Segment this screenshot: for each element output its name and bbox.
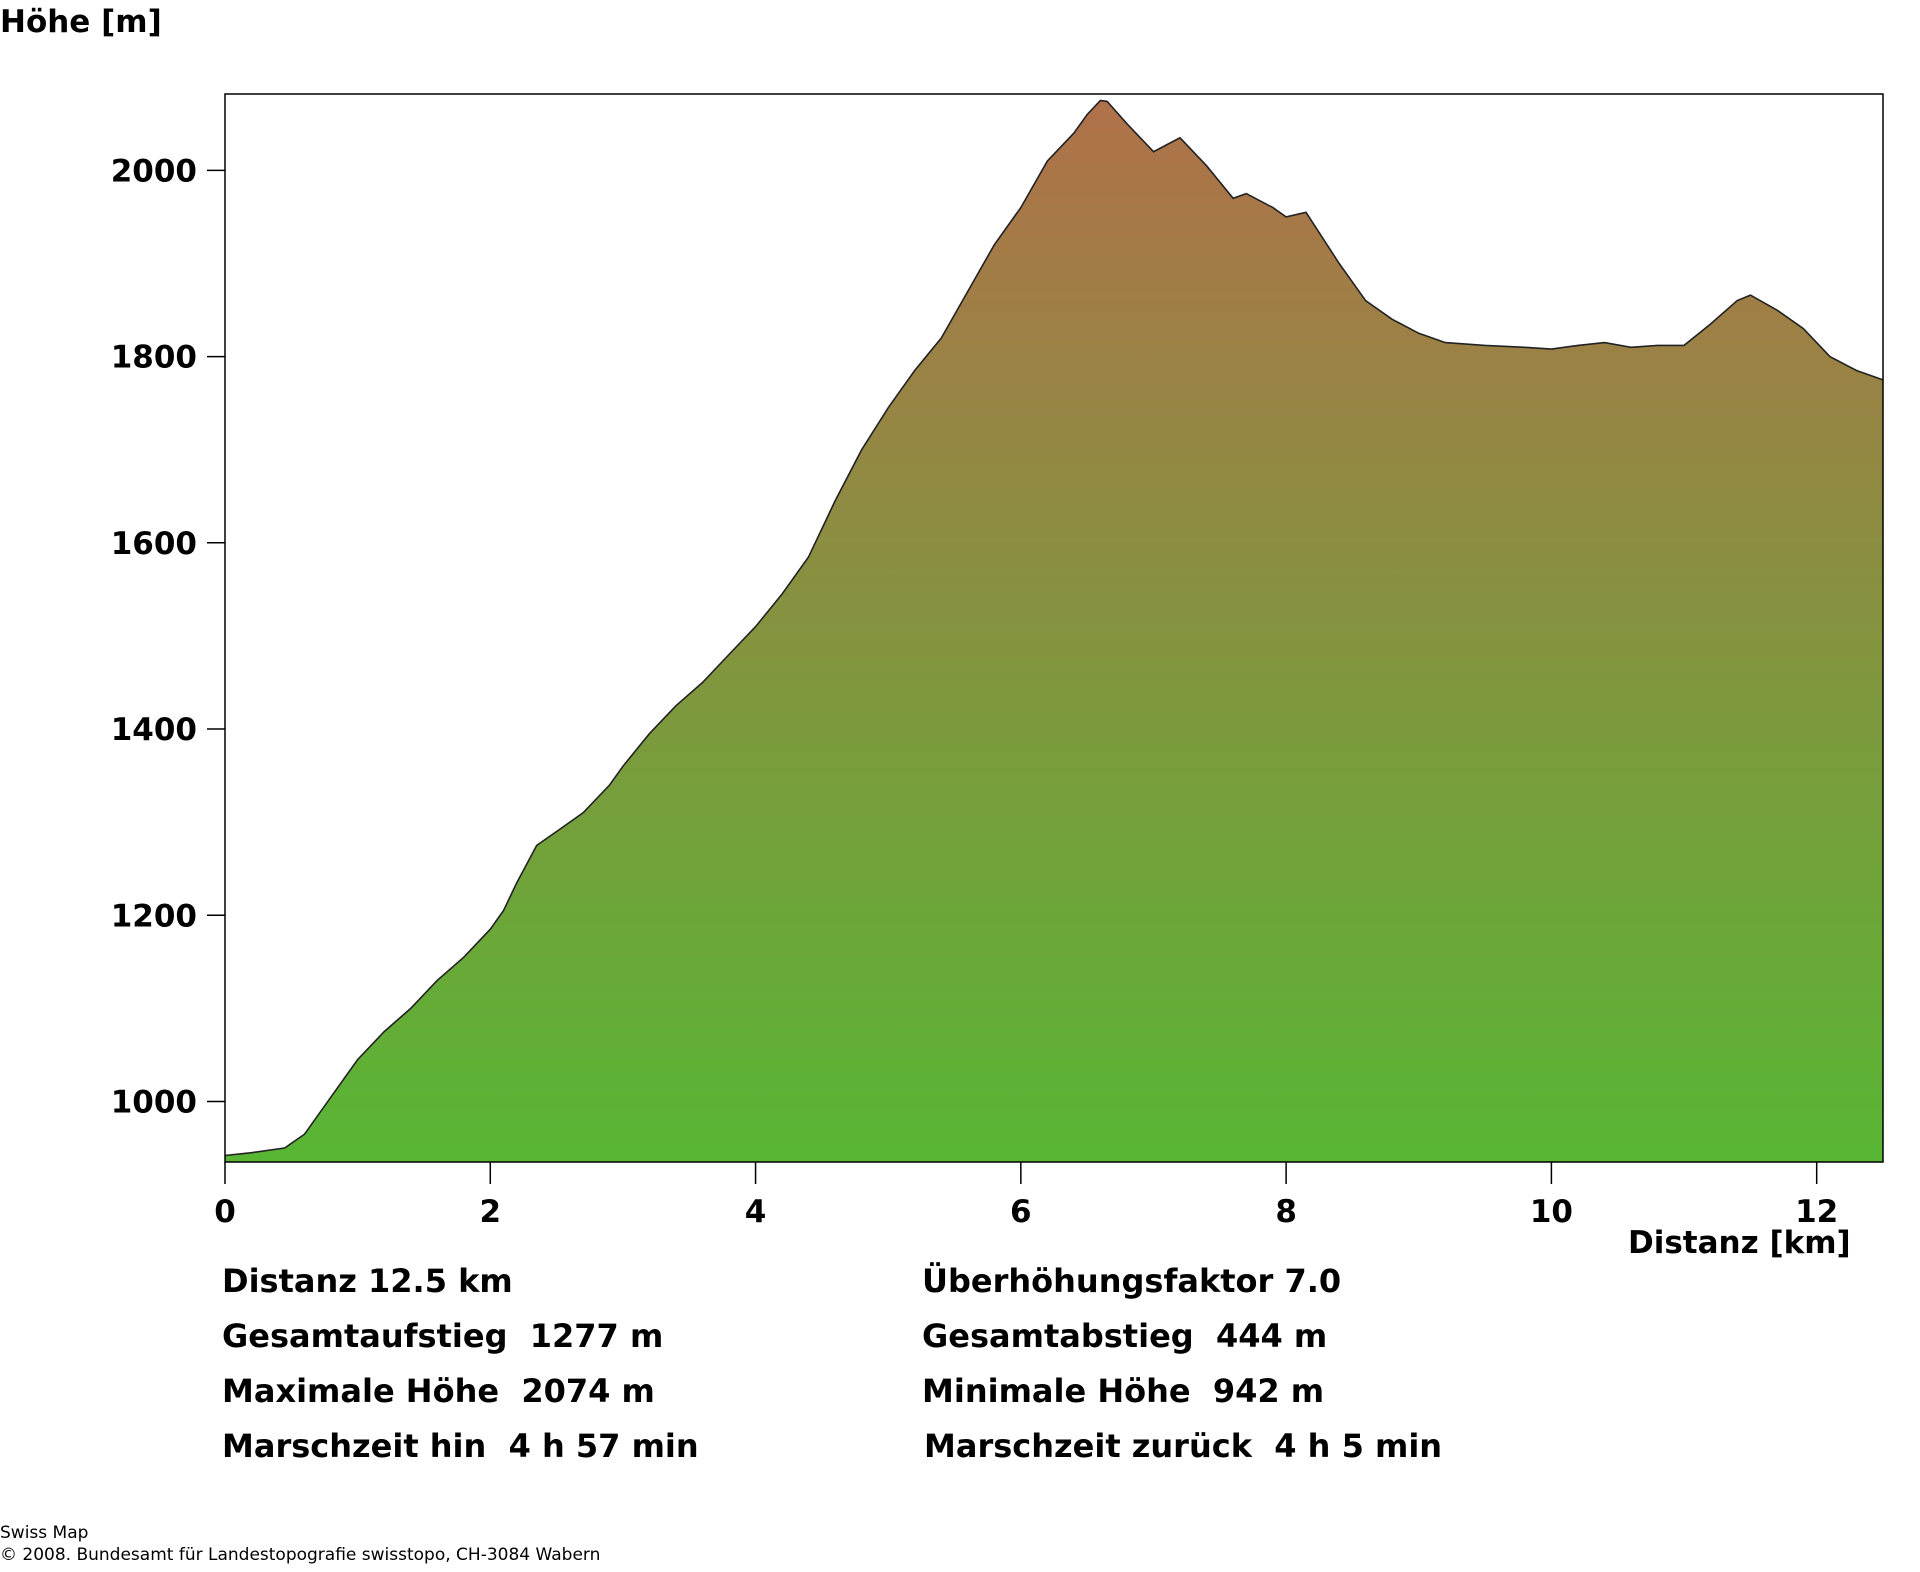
x-tick-label: 0 — [214, 1194, 236, 1230]
x-axis-title: Distanz [km] — [1628, 1225, 1851, 1261]
x-tick-label: 8 — [1275, 1194, 1297, 1230]
x-tick-label: 12 — [1795, 1194, 1838, 1230]
stat-total-ascent: Gesamtaufstieg 1277 m — [222, 1317, 664, 1355]
x-tick-label: 2 — [479, 1194, 501, 1230]
elevation-line — [224, 99, 1884, 1157]
stat-walk-time-there: Marschzeit hin 4 h 57 min — [222, 1427, 699, 1465]
y-tick-label: 2000 — [111, 153, 197, 189]
plot-frame — [224, 93, 1884, 1163]
footer-map-name: Swiss Map — [0, 1523, 89, 1543]
y-tick-label: 1800 — [111, 340, 197, 376]
stat-walk-time-back: Marschzeit zurück 4 h 5 min — [924, 1427, 1443, 1465]
x-tick-label: 4 — [745, 1194, 767, 1230]
y-axis-title: Höhe [m] — [0, 4, 162, 40]
footer-copyright: © 2008. Bundesamt für Landestopografie s… — [0, 1545, 601, 1565]
elevation-profile-chart: 1000 1200 1400 1600 1800 2000 0 2 4 6 8 10 12 — [111, 93, 1884, 1230]
x-tick-label: 10 — [1530, 1194, 1573, 1230]
y-tick-label: 1600 — [111, 526, 197, 562]
stat-exaggeration-factor: Überhöhungsfaktor 7.0 — [922, 1262, 1342, 1300]
stat-distance: Distanz 12.5 km — [222, 1262, 513, 1300]
stat-max-elevation: Maximale Höhe 2074 m — [222, 1372, 655, 1410]
y-tick-label: 1000 — [111, 1084, 197, 1120]
x-tick-label: 6 — [1010, 1194, 1032, 1230]
stat-min-elevation: Minimale Höhe 942 m — [922, 1372, 1325, 1410]
stat-total-descent: Gesamtabstieg 444 m — [922, 1317, 1328, 1355]
y-tick-label: 1400 — [111, 712, 197, 748]
y-tick-label: 1200 — [111, 898, 197, 934]
elevation-area — [225, 100, 1883, 1162]
